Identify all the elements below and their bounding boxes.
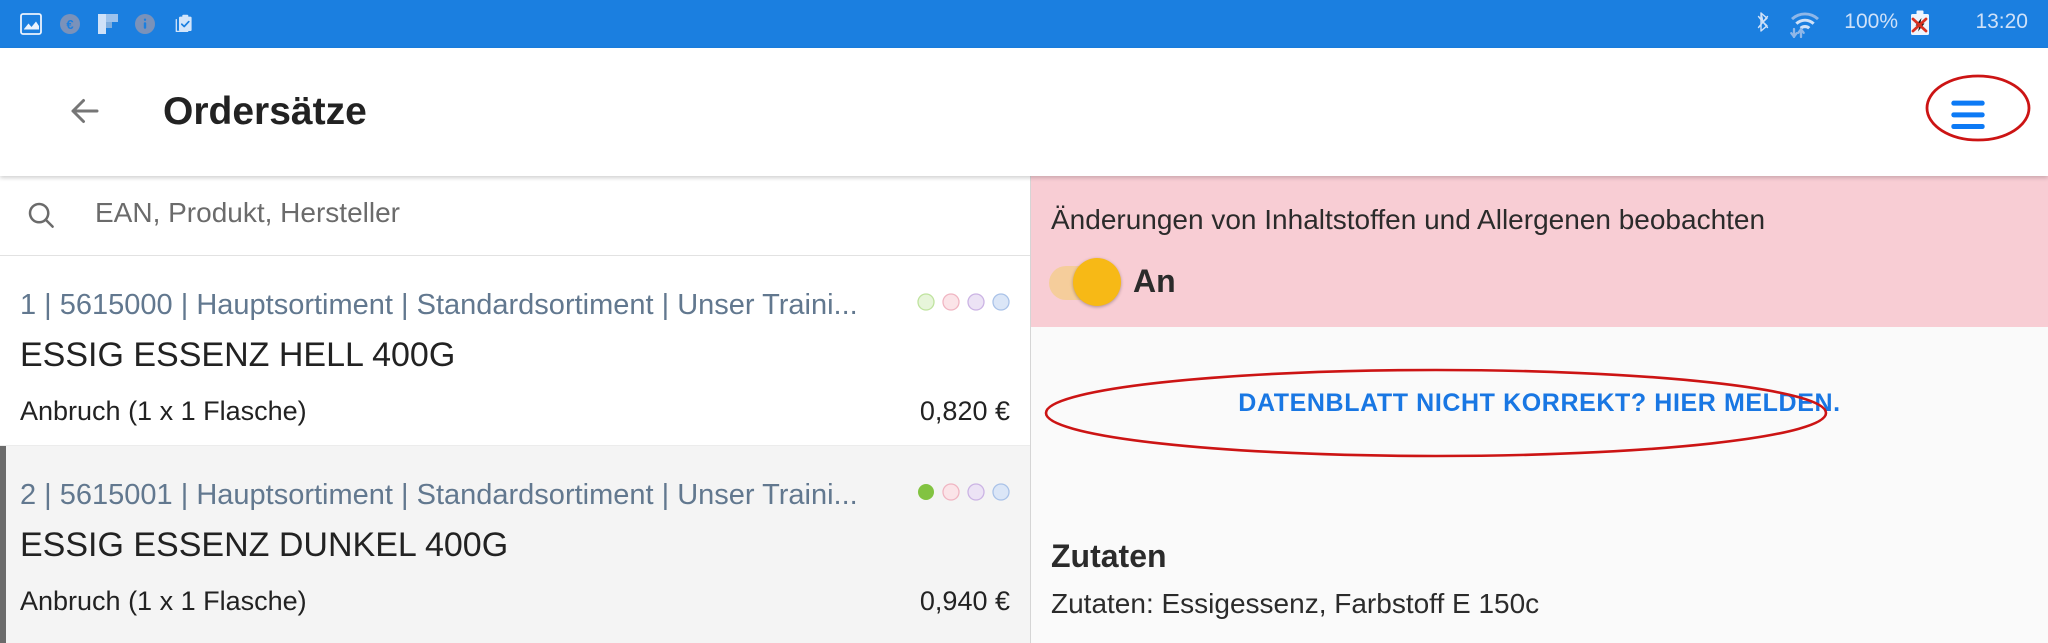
svg-text:€: € <box>66 17 73 32</box>
